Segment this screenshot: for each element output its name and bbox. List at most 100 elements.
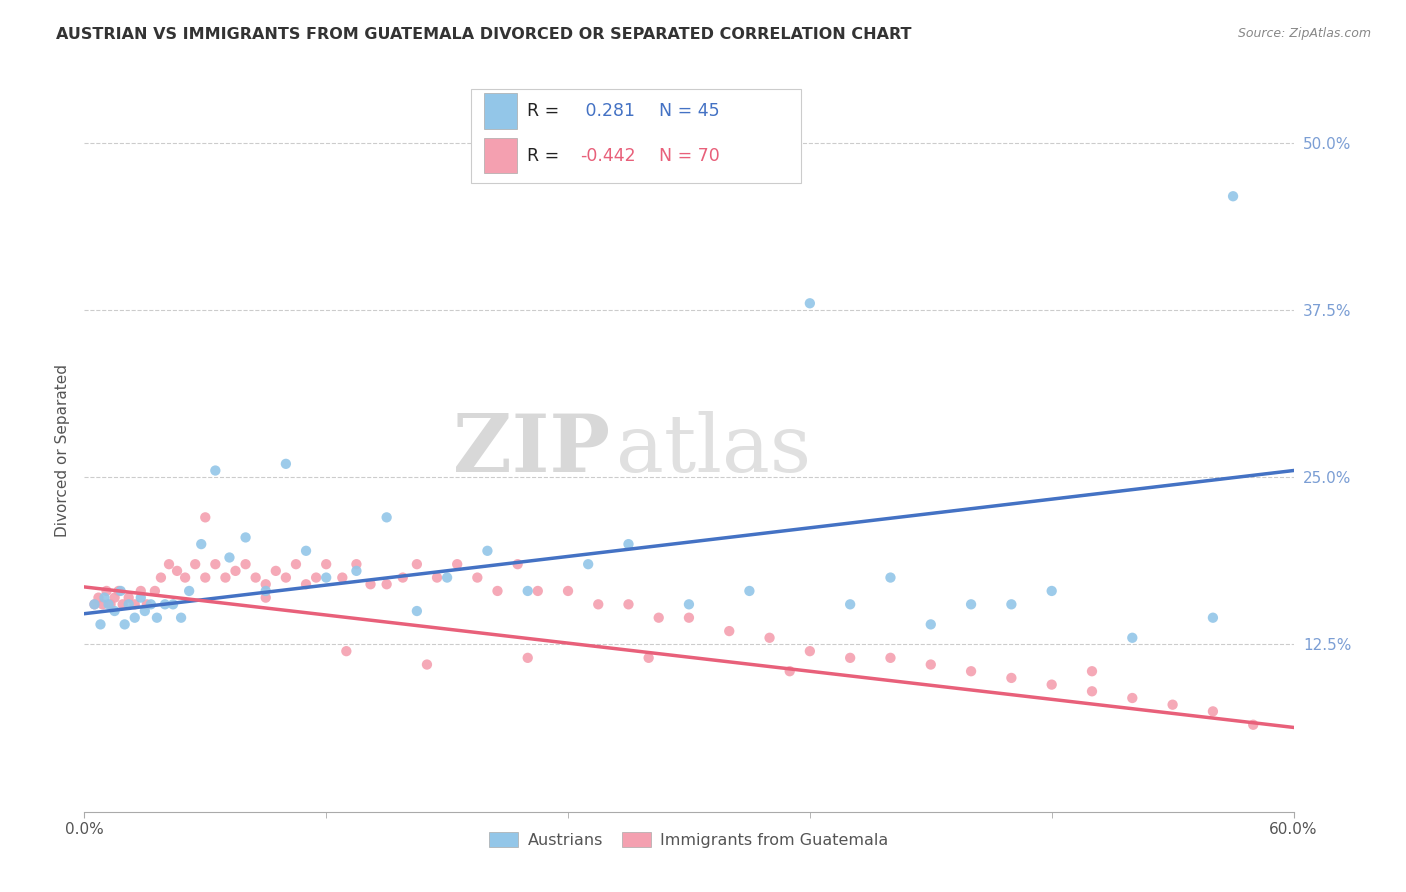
Point <box>204 557 226 572</box>
Point <box>104 604 127 618</box>
Text: -0.442: -0.442 <box>581 146 636 165</box>
Point <box>179 584 201 599</box>
Point <box>162 598 184 612</box>
Point <box>426 571 449 585</box>
Point <box>1040 584 1063 599</box>
Point <box>375 577 398 591</box>
Point <box>87 591 110 605</box>
Point <box>506 557 529 572</box>
Point <box>295 543 318 558</box>
Point <box>96 584 118 599</box>
Point <box>111 598 134 612</box>
Point <box>406 604 429 618</box>
Point <box>254 591 277 605</box>
Point <box>153 598 176 612</box>
Point <box>1121 631 1143 645</box>
Point <box>1000 598 1022 612</box>
Point <box>149 571 172 585</box>
Point <box>617 598 640 612</box>
Point <box>157 557 180 572</box>
Point <box>779 664 801 679</box>
Text: 0.281: 0.281 <box>581 102 636 120</box>
Point <box>305 571 328 585</box>
Point <box>678 611 700 625</box>
Point <box>718 624 741 639</box>
Point <box>166 564 188 578</box>
Point <box>235 557 257 572</box>
Point <box>135 598 157 612</box>
Point <box>839 651 862 665</box>
Point <box>335 644 357 658</box>
Point <box>124 598 146 612</box>
Point <box>879 571 901 585</box>
Point <box>576 557 599 572</box>
Point <box>678 598 700 612</box>
Text: R =: R = <box>527 102 560 120</box>
Point <box>245 571 267 585</box>
Point <box>139 598 162 612</box>
Point <box>254 577 277 591</box>
Point <box>254 584 277 599</box>
Point <box>146 611 169 625</box>
Legend: Austrians, Immigrants from Guatemala: Austrians, Immigrants from Guatemala <box>482 825 896 855</box>
Point <box>285 557 308 572</box>
Text: Source: ZipAtlas.com: Source: ZipAtlas.com <box>1237 27 1371 40</box>
Point <box>235 530 257 544</box>
Point <box>346 564 368 578</box>
Point <box>960 598 983 612</box>
Point <box>1040 678 1063 692</box>
Point <box>1222 189 1244 203</box>
Point <box>738 584 761 599</box>
Point <box>1202 705 1225 719</box>
Point <box>110 584 132 599</box>
Point <box>93 591 115 605</box>
Point <box>134 604 156 618</box>
Bar <box>484 138 517 173</box>
Point <box>839 598 862 612</box>
Point <box>274 457 297 471</box>
Text: atlas: atlas <box>616 411 811 490</box>
Point <box>107 584 129 599</box>
Point <box>91 598 114 612</box>
Point <box>1241 717 1264 731</box>
Point <box>588 598 610 612</box>
Point <box>477 543 499 558</box>
Point <box>83 598 105 612</box>
Point <box>264 564 287 578</box>
Point <box>416 657 439 672</box>
Text: N = 45: N = 45 <box>659 102 720 120</box>
Point <box>124 611 146 625</box>
Point <box>557 584 579 599</box>
Point <box>446 557 468 572</box>
Point <box>406 557 429 572</box>
Point <box>879 651 901 665</box>
Point <box>648 611 671 625</box>
Point <box>360 577 382 591</box>
Bar <box>484 93 517 128</box>
Point <box>315 557 337 572</box>
Point <box>274 571 297 585</box>
Point <box>1081 684 1104 698</box>
Point <box>83 598 105 612</box>
Point <box>799 644 821 658</box>
Point <box>637 651 659 665</box>
Point <box>184 557 207 572</box>
Point <box>799 296 821 310</box>
Text: N = 70: N = 70 <box>659 146 720 165</box>
Point <box>617 537 640 551</box>
Point <box>225 564 247 578</box>
Point <box>315 571 337 585</box>
Point <box>330 571 353 585</box>
Point <box>375 510 398 524</box>
Point <box>295 577 318 591</box>
Point <box>920 657 942 672</box>
Point <box>204 464 226 478</box>
Point <box>1161 698 1184 712</box>
Point <box>194 571 217 585</box>
Point <box>527 584 550 599</box>
Point <box>129 591 152 605</box>
Point <box>467 571 489 585</box>
FancyBboxPatch shape <box>471 89 801 183</box>
Point <box>1202 611 1225 625</box>
Point <box>391 571 413 585</box>
